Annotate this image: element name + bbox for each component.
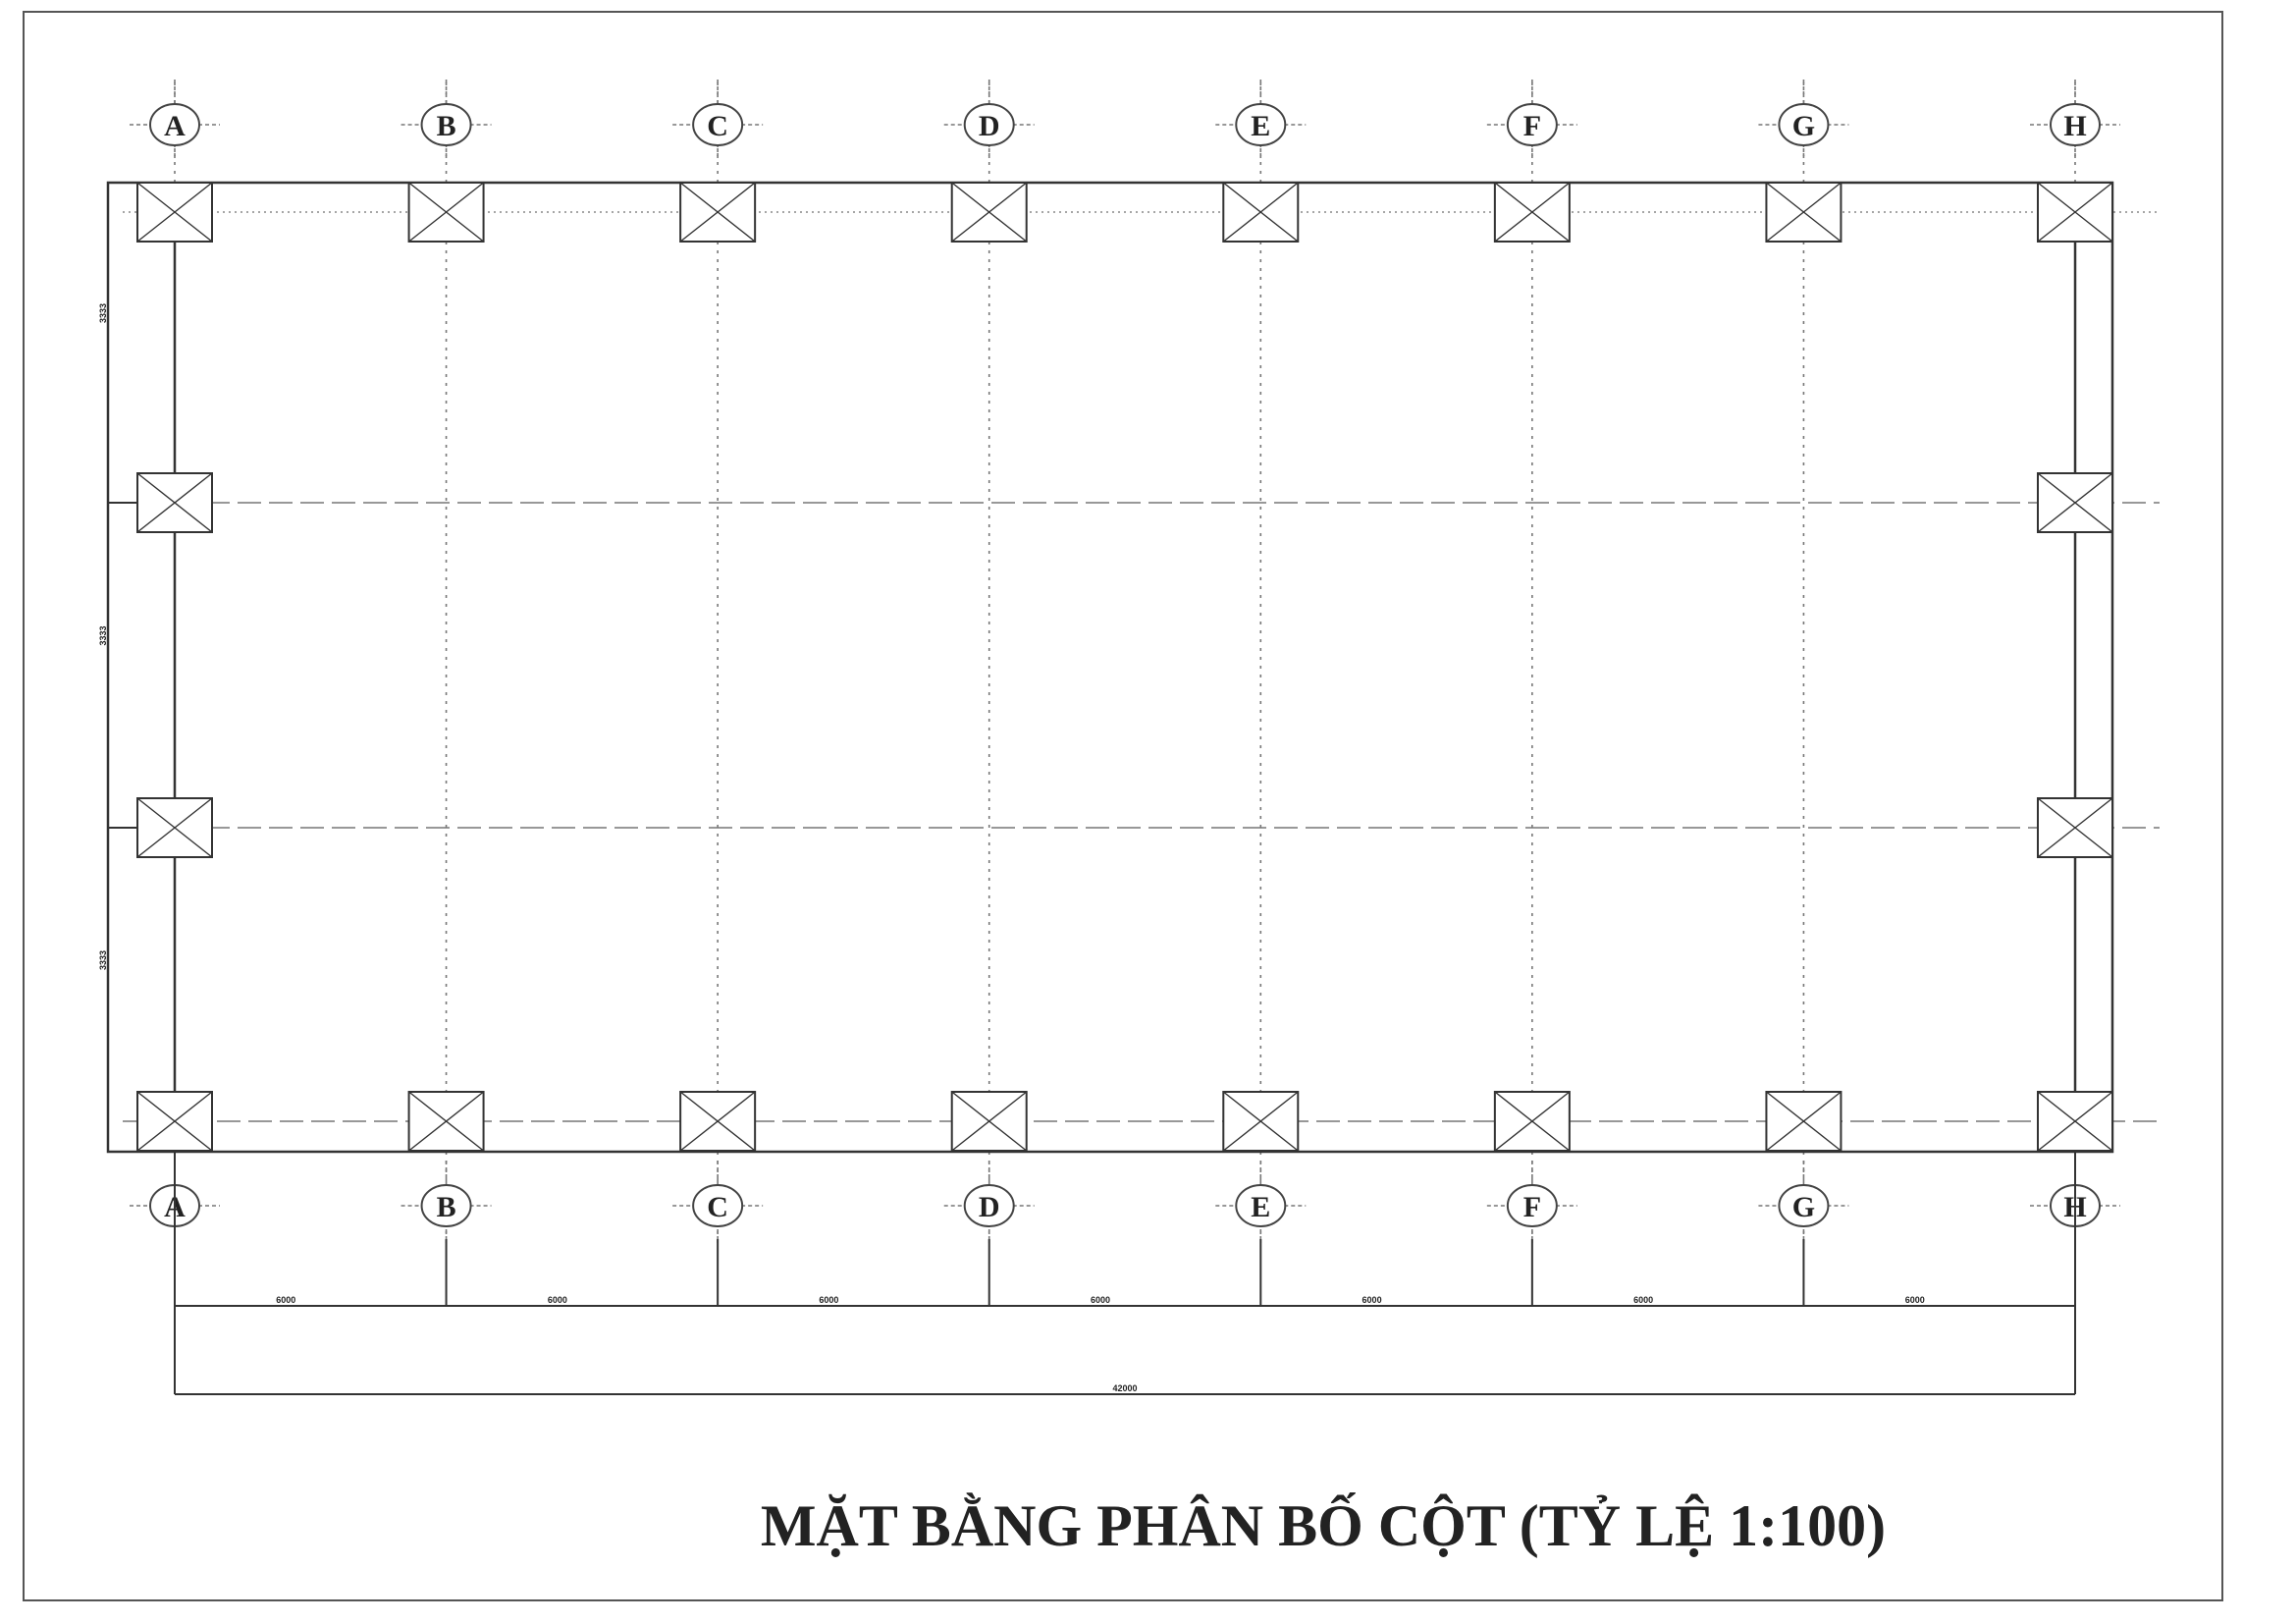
left-dimension-chain: 3333 3333 3333 [98,303,175,970]
total-dimension-label: 42000 [1112,1383,1137,1393]
column-G-4 [1765,1091,1842,1152]
side-dimension-label: 3333 [98,625,108,645]
side-dimension-label: 3333 [98,950,108,970]
axis-label: F [1523,110,1541,142]
bay-dimension-label: 6000 [548,1295,567,1305]
axis-label: B [437,1191,456,1223]
column-C-4 [679,1091,757,1152]
column-A-4 [136,1091,213,1152]
column-A-3 [136,797,213,858]
column-D-1 [950,182,1028,243]
column-B-1 [407,182,485,243]
axis-bubble-E-bottom: E [1215,1161,1307,1239]
axis-label: H [2063,110,2086,142]
column-H-1 [2037,182,2113,243]
axis-bubble-F-bottom: F [1486,1161,1577,1239]
column-G-1 [1765,182,1842,243]
column-D-4 [950,1091,1028,1152]
axis-bubble-B-top: B [400,80,492,158]
column-E-1 [1222,182,1300,243]
axis-bubble-D-top: D [943,80,1035,158]
columns [136,182,2113,1152]
column-B-4 [407,1091,485,1152]
building-outline [106,181,2114,1154]
axis-bubble-F-top: F [1486,80,1577,158]
column-H-4 [2037,1091,2113,1152]
axis-bubble-G-bottom: G [1758,1161,1849,1239]
bay-dimension-label: 6000 [276,1295,295,1305]
column-C-1 [679,182,757,243]
axis-label: C [707,110,728,142]
axis-label: B [437,110,456,142]
column-F-1 [1493,182,1571,243]
axis-bubble-D-bottom: D [943,1161,1035,1239]
axis-label: E [1251,1191,1270,1223]
drawing-title: MẶT BẰNG PHÂN BỐ CỘT (TỶ LỆ 1:100) [761,1493,1886,1558]
bay-dimension-label: 6000 [1905,1295,1925,1305]
bay-dimension-label: 6000 [1362,1295,1382,1305]
axis-label: G [1792,110,1815,142]
bay-dimension-label: 6000 [1633,1295,1653,1305]
bay-dimension-label: 6000 [819,1295,838,1305]
bay-dimension-label: 6000 [1091,1295,1110,1305]
column-E-4 [1222,1091,1300,1152]
axis-bubble-C-bottom: C [672,1161,764,1239]
column-H-3 [2037,797,2113,858]
column-F-4 [1493,1091,1571,1152]
column-H-2 [2037,472,2113,533]
sheet-frame [23,11,2223,1601]
axis-label: A [164,110,186,142]
axis-bubble-G-top: G [1758,80,1849,158]
column-A-2 [136,472,213,533]
axis-label: F [1523,1191,1541,1223]
axis-label: G [1792,1191,1815,1223]
grid-lines [123,82,2160,1247]
side-dimension-label: 3333 [98,303,108,323]
axis-bubble-B-bottom: B [400,1161,492,1239]
axis-bubble-H-top: H [2030,80,2120,158]
axis-label: D [979,110,1000,142]
column-A-1 [136,182,213,243]
axis-label: C [707,1191,728,1223]
axis-label: D [979,1191,1000,1223]
axis-label: E [1251,110,1270,142]
bottom-dimension-chain: 6000 6000 6000 6000 6000 6000 6000 42000 [174,1152,2076,1395]
axis-bubble-A-top: A [130,80,220,158]
axis-bubble-E-top: E [1215,80,1307,158]
axis-bubble-C-top: C [672,80,764,158]
grid-axis-bubbles-top: A B C D E F G H [130,80,2120,158]
